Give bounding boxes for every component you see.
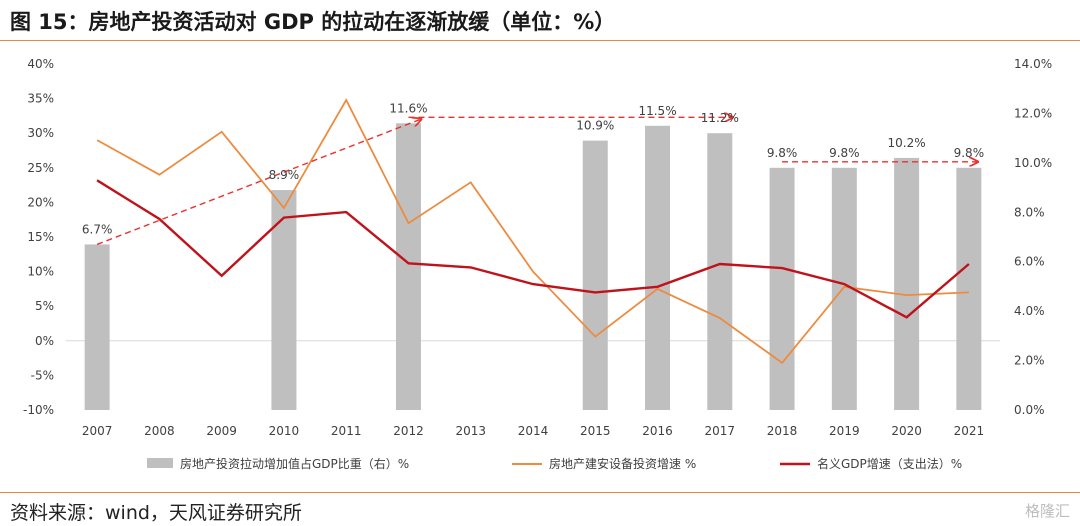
y-left-tick-label: 20% [27, 195, 54, 209]
bar-2018 [769, 167, 795, 410]
x-tick-label: 2016 [642, 424, 673, 438]
x-tick-label: 2021 [954, 424, 985, 438]
bar-label-2015: 10.9% [576, 119, 614, 133]
source-note: 资料来源：wind，天风证券研究所 [10, 502, 302, 524]
y-left-tick-label: -10% [23, 403, 54, 417]
x-tick-label: 2017 [705, 424, 736, 438]
x-tick-label: 2014 [518, 424, 549, 438]
bar-2020 [894, 157, 920, 410]
y-right-tick-label: 8.0% [1014, 205, 1045, 219]
x-tick-label: 2007 [82, 424, 113, 438]
bar-2017 [707, 133, 733, 410]
bar-label-2019: 9.8% [829, 146, 860, 160]
chart-title: 图 15：房地产投资活动对 GDP 的拉动在逐渐放缓（单位：%） [10, 10, 616, 34]
y-right-tick-label: 14.0% [1014, 57, 1052, 71]
y-right-tick-label: 6.0% [1014, 255, 1045, 269]
legend-swatch-bar [147, 458, 173, 468]
bar-2012 [395, 123, 421, 411]
bar-label-2020: 10.2% [888, 136, 926, 150]
y-right-tick-label: 4.0% [1014, 304, 1045, 318]
legend-label-line-1: 房地产建安设备投资增速 % [549, 456, 696, 471]
bar-label-2010: 8.9% [269, 168, 300, 182]
bar-2015 [582, 140, 608, 410]
bar-label-2018: 9.8% [767, 146, 798, 160]
y-right-tick-label: 2.0% [1014, 354, 1045, 368]
x-tick-label: 2009 [206, 424, 237, 438]
bar-2010 [271, 190, 297, 410]
y-left-tick-label: 5% [35, 299, 54, 313]
y-left-tick-label: 15% [27, 230, 54, 244]
x-tick-label: 2012 [393, 424, 424, 438]
bar-2007 [84, 244, 110, 410]
title-bar: 图 15：房地产投资活动对 GDP 的拉动在逐渐放缓（单位：%） [0, 0, 1080, 42]
y-left-tick-label: 0% [35, 334, 54, 348]
line-series-2 [96, 179, 970, 319]
legend-label-line-2: 名义GDP增速（支出法）% [817, 456, 962, 471]
y-left-tick-label: 25% [27, 161, 54, 175]
bar-label-2016: 11.5% [638, 104, 676, 118]
bar-label-2007: 6.7% [82, 222, 113, 236]
bar-2016 [645, 125, 671, 411]
x-tick-label: 2015 [580, 424, 611, 438]
bar-2021 [956, 167, 982, 410]
x-tick-label: 2008 [144, 424, 175, 438]
legend-label-bar: 房地产投资拉动增加值占GDP比重（右）% [180, 456, 409, 471]
footer-rule [0, 492, 1080, 493]
bar-label-2012: 11.6% [389, 101, 427, 115]
y-right-tick-label: 0.0% [1014, 403, 1045, 417]
x-tick-label: 2020 [891, 424, 922, 438]
trend-arrow-1 [96, 119, 420, 246]
y-left-tick-label: 10% [27, 265, 54, 279]
title-underline [0, 40, 1080, 41]
x-tick-label: 2013 [455, 424, 486, 438]
y-left-tick-label: -5% [31, 368, 54, 382]
y-left-tick-label: 30% [27, 126, 54, 140]
bar-label-2021: 9.8% [954, 146, 985, 160]
y-left-tick-label: 35% [27, 92, 54, 106]
y-right-tick-label: 12.0% [1014, 106, 1052, 120]
watermark-logo: 格隆汇 [1024, 502, 1070, 520]
line-series-1 [96, 98, 969, 365]
bar-label-2017: 11.2% [701, 111, 739, 125]
x-tick-label: 2018 [767, 424, 798, 438]
y-right-tick-label: 10.0% [1014, 156, 1052, 170]
x-tick-label: 2011 [331, 424, 362, 438]
x-tick-label: 2019 [829, 424, 860, 438]
x-tick-label: 2010 [269, 424, 300, 438]
combo-chart: -10% -5% 0% 5% 10% 15% 20% 25% 30% 35% 40% 0.0% 2.0%… [23, 57, 1052, 471]
y-left-tick-label: 40% [27, 57, 54, 71]
